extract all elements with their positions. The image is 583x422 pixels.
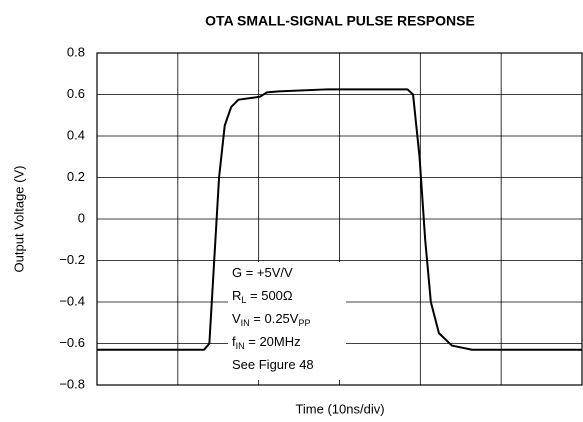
x-axis-label: Time (10ns/div) [295,401,384,416]
annotation: VIN = 0.25VPP [232,311,310,328]
y-tick-label: −0.8 [59,376,85,391]
plot-frame [96,52,583,386]
annotation: fIN = 20MHz [232,334,301,351]
y-tick-label: 0.2 [67,169,85,184]
annotation-text: f [232,334,236,349]
annotation: See Figure 48 [232,357,314,372]
y-tick-label: 0.6 [67,86,85,101]
y-tick-label: −0.4 [59,293,85,308]
annotation: G = +5V/V [232,265,293,280]
annotation-text: V [232,311,241,326]
y-tick-label: 0 [78,210,85,225]
annotation-text: = 500Ω [246,288,293,303]
y-tick-label: −0.2 [59,252,85,267]
y-axis-label: Output Voltage (V) [11,166,26,273]
annotation-subscript: IN [236,341,245,351]
annotation-subscript: IN [241,318,250,328]
y-tick-label: −0.6 [59,335,85,350]
annotation-subscript: PP [298,318,310,328]
annotation-subscript: L [241,295,246,305]
data-line [97,88,582,351]
annotation-background [228,262,346,380]
y-tick-label: 0.4 [67,127,85,142]
chart-title: OTA SMALL-SIGNAL PULSE RESPONSE [205,13,475,29]
annotation: RL = 500Ω [232,288,293,305]
annotation-text: See Figure 48 [232,357,314,372]
annotation-text: G = +5V/V [232,265,293,280]
annotation-text: = 20MHz [245,334,301,349]
annotation-text: = 0.25V [250,311,299,326]
annotation-text: R [232,288,241,303]
y-tick-label: 0.8 [67,44,85,59]
